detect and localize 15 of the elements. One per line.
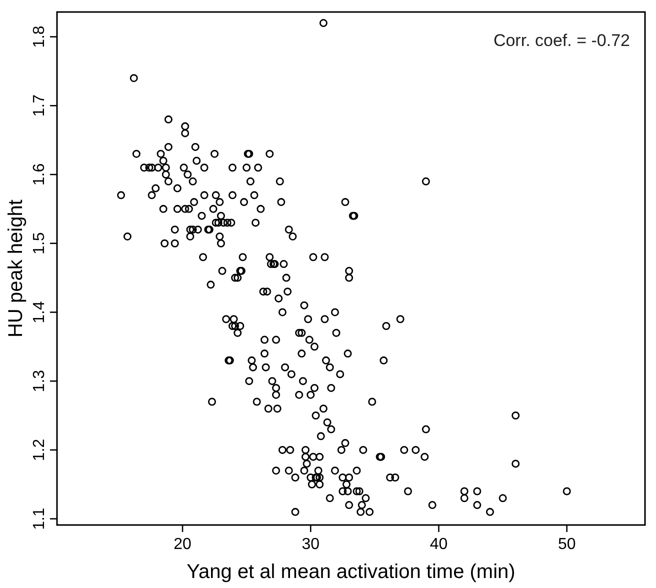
y-tick-label: 1.6: [31, 163, 48, 186]
x-axis-title: Yang et al mean activation time (min): [186, 561, 516, 583]
y-tick-label: 1.3: [31, 370, 48, 392]
y-axis-title: HU peak height: [5, 199, 27, 338]
y-tick-label: 1.7: [31, 94, 48, 117]
y-tick-label: 1.1: [31, 508, 48, 530]
x-tick-label: 50: [558, 536, 576, 553]
x-tick-label: 20: [174, 536, 192, 553]
x-tick-label: 30: [302, 536, 320, 553]
y-tick-label: 1.4: [31, 301, 48, 324]
x-tick-label: 40: [430, 536, 448, 553]
y-tick-label: 1.5: [31, 232, 48, 254]
annotation: Corr. coef. = -0.72: [493, 31, 630, 50]
y-tick-label: 1.2: [31, 438, 48, 462]
y-tick-label: 1.8: [31, 26, 48, 48]
